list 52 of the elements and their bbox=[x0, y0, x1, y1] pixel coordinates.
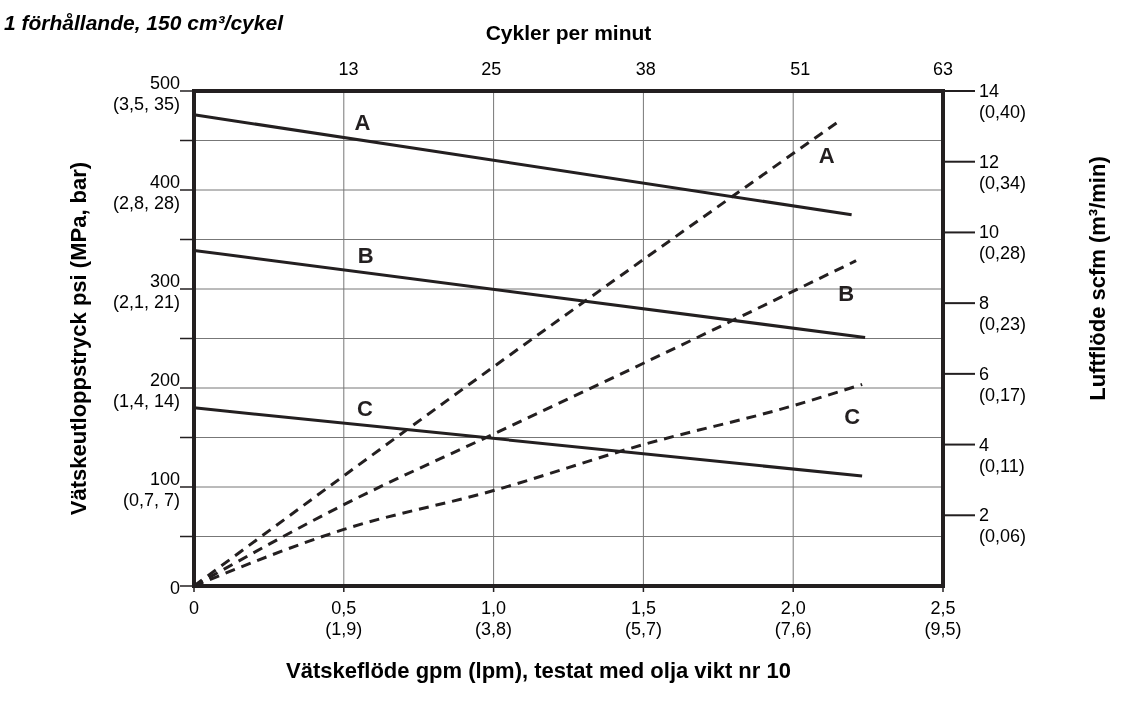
y2-tick-label: 6 bbox=[979, 363, 990, 384]
y2-tick-label: 12 bbox=[979, 151, 1000, 172]
x-tick-label: 0,5 bbox=[331, 598, 357, 618]
x-tick-label: 1,5 bbox=[630, 598, 656, 618]
x2-tick-label: 13 bbox=[338, 59, 359, 79]
text: (1,9) bbox=[325, 619, 363, 639]
text: (2,8, 28) bbox=[112, 193, 180, 213]
x-tick-label: 1,0 bbox=[481, 598, 507, 618]
x2-axis-title: Cykler per minut bbox=[485, 21, 652, 44]
text: (5,7) bbox=[624, 619, 662, 639]
y2-axis-title: Luftflöde scfm (m³/min) bbox=[1085, 156, 1110, 401]
y-tick-label: 400 bbox=[149, 172, 180, 192]
text: (0,06) bbox=[979, 526, 1027, 547]
text: (7,6) bbox=[774, 619, 812, 639]
x2-tick-label: 25 bbox=[481, 59, 502, 79]
text: (0,40) bbox=[979, 102, 1027, 122]
y2-tick-label: 8 bbox=[979, 293, 990, 314]
text: (1,4, 14) bbox=[112, 391, 180, 411]
text: (9,5) bbox=[924, 619, 962, 639]
series-label: C bbox=[844, 404, 861, 430]
x-tick-label: 2,5 bbox=[930, 598, 956, 618]
text: (0,7, 7) bbox=[122, 490, 180, 510]
chart-title: 1 förhållande, 150 cm³/cykel bbox=[4, 11, 285, 34]
text: (0,17) bbox=[979, 384, 1027, 405]
text: (0,28) bbox=[979, 243, 1027, 264]
series-label: C bbox=[357, 395, 374, 421]
y-tick-label: 0 bbox=[169, 578, 180, 598]
y2-tick-label: 2 bbox=[979, 505, 990, 526]
y2-tick-label: 14 bbox=[979, 81, 1000, 101]
series-label: A bbox=[354, 110, 371, 136]
x-tick-label: 0 bbox=[188, 598, 200, 618]
y-axis-title: Vätskeutloppstryck psi (MPa, bar) bbox=[66, 161, 91, 516]
x-tick-label: 2,0 bbox=[780, 598, 806, 618]
series-label: B bbox=[838, 280, 855, 306]
y-tick-label: 100 bbox=[149, 469, 180, 489]
x2-tick-label: 51 bbox=[790, 59, 811, 79]
text: (2,1, 21) bbox=[112, 292, 180, 312]
y-tick-label: 200 bbox=[149, 370, 180, 390]
text: (3,5, 35) bbox=[112, 94, 180, 114]
x2-tick-label: 38 bbox=[635, 59, 656, 79]
y2-tick-label: 10 bbox=[979, 222, 1000, 243]
x-axis-title: Vätskeflöde gpm (lpm), testat med olja vikt nr 10 bbox=[286, 658, 791, 683]
text: (0,34) bbox=[979, 172, 1027, 193]
text: (3,8) bbox=[475, 619, 513, 639]
text: (0,11) bbox=[979, 455, 1025, 476]
series-label: B bbox=[357, 242, 374, 268]
text: (0,23) bbox=[979, 314, 1027, 335]
y-tick-label: 300 bbox=[149, 271, 180, 291]
y2-tick-label: 4 bbox=[979, 434, 990, 455]
series-label: A bbox=[818, 142, 835, 168]
x2-tick-label: 63 bbox=[932, 59, 954, 79]
y-tick-label: 500 bbox=[149, 73, 180, 93]
